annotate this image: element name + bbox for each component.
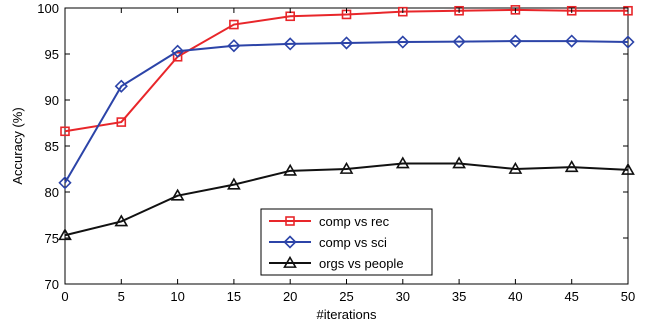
data-point-comp-vs-rec <box>116 117 127 127</box>
y-tick-label: 75 <box>45 231 59 246</box>
legend-marker-orgs-vs-people <box>283 255 297 268</box>
x-tick-label: 25 <box>339 289 353 304</box>
x-axis-label: #iterations <box>317 307 377 322</box>
y-tick-label: 90 <box>45 93 59 108</box>
y-axis-label: Accuracy (%) <box>10 107 25 184</box>
data-point-comp-vs-sci <box>170 44 185 58</box>
data-point-comp-vs-sci <box>339 36 354 50</box>
data-point-orgs-vs-people <box>339 161 354 174</box>
data-point-comp-vs-rec <box>454 5 464 16</box>
y-tick-label: 85 <box>45 139 59 154</box>
series-line-orgs-vs-people <box>64 162 629 237</box>
series-orgs-vs-people <box>58 156 635 241</box>
data-point-orgs-vs-people <box>395 156 410 169</box>
legend-label-orgs-vs-people: orgs vs people <box>319 256 404 271</box>
data-point-comp-vs-sci <box>508 34 523 48</box>
legend: comp vs rec comp vs sci orgs vs people <box>260 208 433 276</box>
data-point-orgs-vs-people <box>508 161 523 174</box>
axis-ticks: 0 5 10 15 20 25 30 35 40 45 50 70 75 80 85 90 95 100 <box>37 1 635 304</box>
legend-marker-comp-vs-sci <box>283 235 297 249</box>
y-tick-label: 100 <box>37 1 59 16</box>
data-point-orgs-vs-people <box>564 160 579 173</box>
data-point-comp-vs-rec <box>566 5 577 16</box>
data-point-comp-vs-sci <box>227 39 241 53</box>
x-tick-label: 5 <box>118 289 125 304</box>
data-point-orgs-vs-people <box>621 162 635 175</box>
data-point-orgs-vs-people <box>170 188 185 201</box>
series-line-comp-vs-rec <box>64 8 628 133</box>
data-point-orgs-vs-people <box>227 177 241 190</box>
data-point-orgs-vs-people <box>452 156 466 169</box>
x-tick-label: 10 <box>170 289 184 304</box>
series-comp-vs-rec <box>60 5 633 137</box>
data-point-comp-vs-rec <box>397 6 408 17</box>
x-tick-label: 20 <box>283 289 297 304</box>
data-point-comp-vs-rec <box>623 5 633 16</box>
data-point-comp-vs-sci <box>396 35 410 49</box>
legend-label-comp-vs-sci: comp vs sci <box>319 235 387 250</box>
x-tick-label: 15 <box>227 289 241 304</box>
x-tick-label: 35 <box>452 289 466 304</box>
series-line-comp-vs-sci <box>64 40 629 184</box>
legend-label-comp-vs-rec: comp vs rec <box>319 214 390 229</box>
x-tick-label: 45 <box>564 289 578 304</box>
data-point-orgs-vs-people <box>283 163 298 176</box>
y-tick-label: 95 <box>45 47 59 62</box>
data-point-comp-vs-sci <box>621 35 635 49</box>
data-point-comp-vs-rec <box>60 126 70 137</box>
x-tick-label: 50 <box>621 289 635 304</box>
data-point-comp-vs-sci <box>58 176 72 190</box>
y-tick-label: 80 <box>45 185 59 200</box>
data-point-comp-vs-rec <box>229 19 239 30</box>
data-point-comp-vs-rec <box>510 5 521 15</box>
data-point-comp-vs-rec <box>172 51 183 62</box>
data-point-comp-vs-sci <box>452 34 466 49</box>
series-comp-vs-sci <box>58 34 635 190</box>
x-tick-label: 30 <box>396 289 410 304</box>
data-point-orgs-vs-people <box>114 214 129 227</box>
data-point-comp-vs-sci <box>283 37 297 51</box>
legend-marker-comp-vs-rec <box>285 216 295 226</box>
data-point-comp-vs-sci <box>114 79 128 93</box>
x-tick-label: 40 <box>508 289 522 304</box>
data-point-orgs-vs-people <box>58 228 72 241</box>
data-point-comp-vs-sci <box>565 34 579 48</box>
x-tick-label: 0 <box>61 289 68 304</box>
y-tick-label: 70 <box>45 277 59 292</box>
